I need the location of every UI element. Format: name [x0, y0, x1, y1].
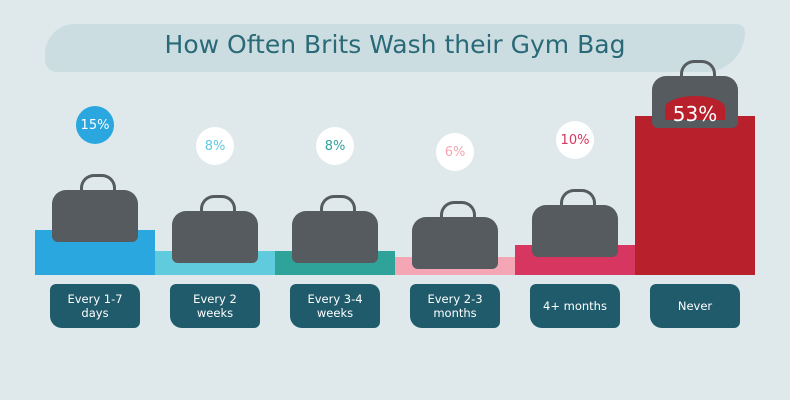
value-label: 15%: [76, 106, 114, 144]
category-label: 4+ months: [530, 284, 620, 328]
bag-icon: [292, 195, 378, 263]
category-label: Every 1-7 days: [50, 284, 140, 328]
category-label: Every 2 weeks: [170, 284, 260, 328]
title-brush: [45, 24, 745, 72]
bag-icon: [532, 189, 618, 257]
bag-icon: [412, 201, 498, 269]
value-label: 10%: [556, 121, 594, 159]
value-label: 8%: [196, 127, 234, 165]
bag-icon: [52, 174, 138, 242]
value-label: 6%: [436, 133, 474, 171]
value-label: 8%: [316, 127, 354, 165]
category-label: Never: [650, 284, 740, 328]
category-label: Every 2-3 months: [410, 284, 500, 328]
bag-icon: [172, 195, 258, 263]
chart-title: How Often Brits Wash their Gym Bag: [164, 30, 626, 59]
value-label: 53%: [672, 102, 718, 126]
bar: [635, 116, 755, 275]
label-bump: [665, 96, 725, 120]
category-label: Every 3-4 weeks: [290, 284, 380, 328]
